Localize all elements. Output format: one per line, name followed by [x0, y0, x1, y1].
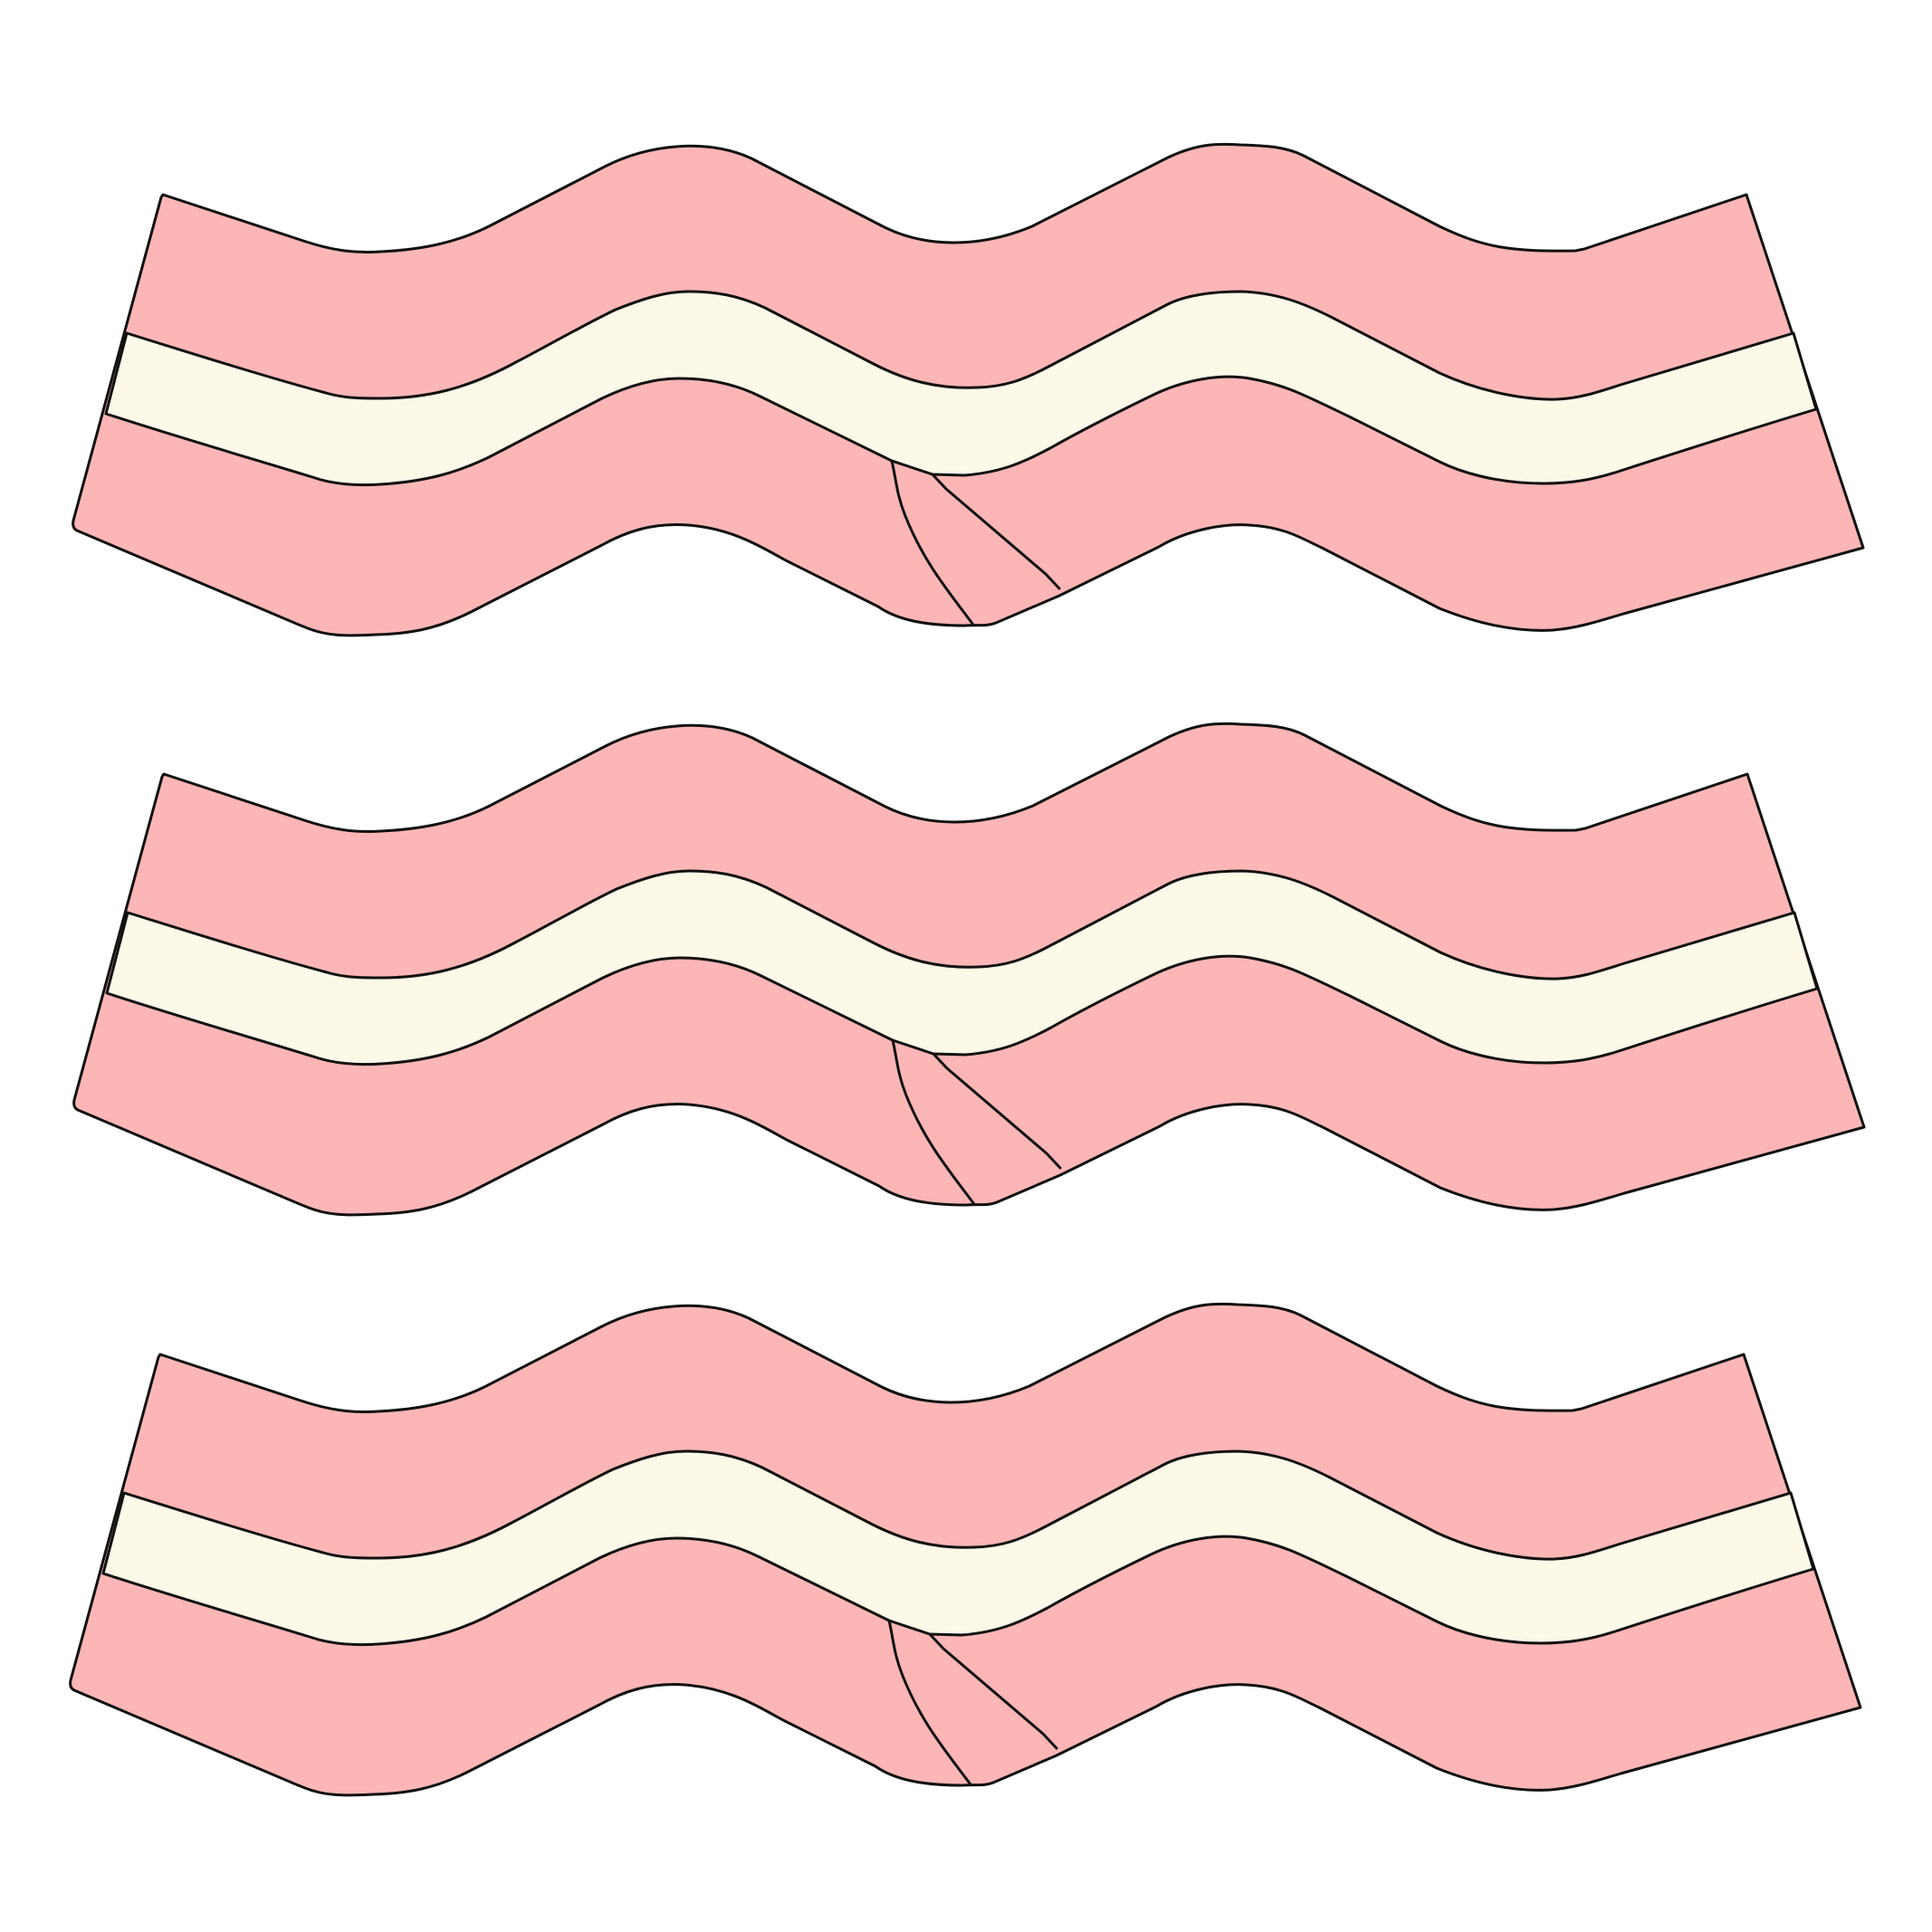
bacon-strip-bottom: [69, 1302, 1862, 1797]
bacon-strip-top: [72, 142, 1865, 637]
bacon-strip-middle: [72, 722, 1866, 1217]
